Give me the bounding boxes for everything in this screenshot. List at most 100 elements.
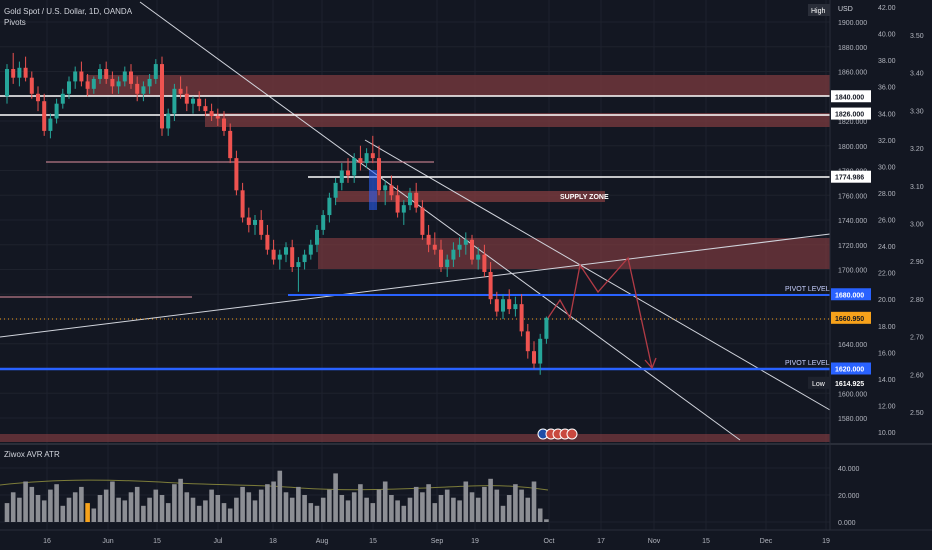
time-tick-label: 17 xyxy=(597,538,605,545)
volume-bar xyxy=(364,497,369,522)
secondary-tick-label: 18.00 xyxy=(878,324,896,331)
candle-body xyxy=(420,207,425,235)
candle-body xyxy=(222,118,226,131)
indicator-name[interactable]: Pivots xyxy=(4,18,26,27)
volume-bar xyxy=(544,519,549,522)
candle-body xyxy=(67,81,71,94)
volume-bar xyxy=(283,492,289,522)
candle-body xyxy=(197,98,202,107)
volume-bar xyxy=(196,505,202,522)
volume-bar xyxy=(72,492,78,522)
candle-body xyxy=(408,192,412,206)
candle-body xyxy=(184,93,189,104)
volume-bar xyxy=(141,505,146,522)
candle-body xyxy=(166,113,171,129)
volume-pane-title[interactable]: Ziwox AVR ATR xyxy=(4,450,60,459)
volume-bar xyxy=(85,503,90,522)
volume-bar xyxy=(413,486,419,522)
candle-body xyxy=(414,192,419,208)
chart-title[interactable]: Gold Spot / U.S. Dollar, 1D, OANDA xyxy=(4,7,133,16)
volume-tick-label: 20.000 xyxy=(838,493,860,500)
volume-bar xyxy=(463,481,469,522)
volume-bar xyxy=(482,486,487,522)
candle-body xyxy=(544,317,549,339)
volume-bar xyxy=(327,489,332,522)
event-icon[interactable] xyxy=(566,428,578,440)
candle-body xyxy=(389,185,394,196)
secondary-tick-label: 14.00 xyxy=(878,377,896,384)
volume-tick-label: 40.000 xyxy=(838,466,860,473)
volume-axis[interactable]: 0.000 20.000 40.000 xyxy=(838,466,860,527)
volume-bar xyxy=(289,497,295,522)
candle-body xyxy=(147,78,152,87)
candle-body xyxy=(178,88,183,94)
candle-body xyxy=(271,249,276,260)
price-badge xyxy=(831,90,871,103)
volume-bar xyxy=(66,497,72,522)
candle-body xyxy=(488,271,493,300)
volume-bar xyxy=(339,495,345,522)
volume-bar xyxy=(79,486,84,522)
volume-bar xyxy=(358,484,363,522)
candle-body xyxy=(377,158,381,191)
secondary-tick-label: 3.10 xyxy=(910,184,924,191)
secondary-axis-1[interactable]: 10.00 12.00 14.00 16.00 18.00 20.00 22.00 24.00… xyxy=(878,5,896,437)
volume-bar xyxy=(128,492,134,522)
volume-bar xyxy=(519,489,524,522)
volume-bar xyxy=(252,500,258,522)
candle-body xyxy=(11,69,16,78)
secondary-tick-label: 2.70 xyxy=(910,335,924,342)
time-axis[interactable]: 16 Jun 15 Jul 18 Aug 15 Sep 19 Oct 17 Nov 15 Dec 19 xyxy=(43,538,830,545)
volume-bar xyxy=(308,503,314,522)
volume-bars xyxy=(4,470,549,522)
secondary-tick-label: 2.50 xyxy=(910,410,924,417)
candle-body xyxy=(234,158,239,191)
candle-body xyxy=(346,170,350,176)
time-tick-label: 19 xyxy=(471,538,479,545)
candle-body xyxy=(327,197,332,216)
volume-bar xyxy=(420,492,425,522)
time-tick-label: Aug xyxy=(316,538,329,545)
secondary-tick-label: 3.00 xyxy=(910,222,924,229)
candle-body xyxy=(315,229,319,245)
candle-body xyxy=(172,88,177,114)
supply-zone-wide xyxy=(318,238,830,269)
secondary-tick-label: 24.00 xyxy=(878,244,896,251)
candle-body xyxy=(203,106,208,112)
candle-body xyxy=(358,158,363,164)
secondary-axis-2[interactable]: 2.50 2.60 2.70 2.80 2.90 3.00 3.10 3.20 3.30 3.40… xyxy=(910,33,924,417)
candle-body xyxy=(122,71,127,82)
candle-body xyxy=(463,239,468,245)
secondary-tick-label: 30.00 xyxy=(878,164,896,171)
price-tick-label: 1800.000 xyxy=(838,144,867,151)
trendline-up xyxy=(0,233,831,338)
volume-bar xyxy=(203,500,208,522)
candle-body xyxy=(60,93,65,104)
candle-body xyxy=(339,170,344,183)
time-tick-label: Jul xyxy=(214,538,223,545)
candle-body xyxy=(352,158,357,176)
pivot-level-label-upper: PIVOT LEVEL xyxy=(785,286,830,293)
volume-bar xyxy=(451,497,456,522)
candle-body xyxy=(240,190,245,218)
time-tick-label: Nov xyxy=(648,538,661,545)
volume-bar xyxy=(215,495,221,522)
candle-body xyxy=(370,153,375,159)
supply-zone-1826 xyxy=(205,113,830,127)
volume-bar xyxy=(370,503,376,522)
time-tick-label: Sep xyxy=(431,538,444,545)
volume-bar xyxy=(506,495,512,522)
candle-body xyxy=(253,220,257,225)
secondary-tick-label: 26.00 xyxy=(878,218,896,225)
candle-body xyxy=(302,254,307,263)
event-markers[interactable] xyxy=(537,428,578,440)
candle-body xyxy=(42,101,47,131)
time-tick-label: 18 xyxy=(269,538,277,545)
candle-body xyxy=(296,262,301,268)
candle-body xyxy=(29,77,34,94)
volume-bar xyxy=(333,473,338,522)
candle-body xyxy=(383,185,388,191)
candle-body xyxy=(432,244,437,250)
time-tick-label: 15 xyxy=(702,538,710,545)
